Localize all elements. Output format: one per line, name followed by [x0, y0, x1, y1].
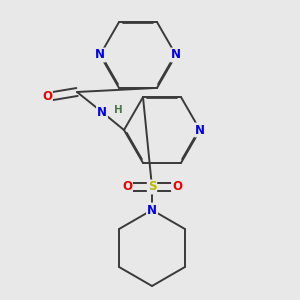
Text: H: H: [114, 105, 122, 115]
Text: O: O: [172, 181, 182, 194]
Text: N: N: [95, 49, 105, 62]
Text: N: N: [97, 106, 107, 118]
Text: N: N: [147, 203, 157, 217]
Text: S: S: [148, 181, 156, 194]
Text: N: N: [195, 124, 205, 136]
Text: N: N: [171, 49, 181, 62]
Text: O: O: [42, 91, 52, 103]
Text: O: O: [122, 181, 132, 194]
